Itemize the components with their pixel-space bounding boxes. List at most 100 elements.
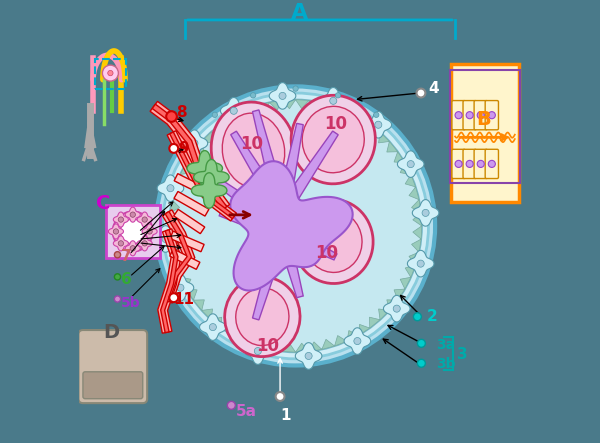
Polygon shape	[174, 210, 205, 233]
Text: 3: 3	[457, 347, 468, 362]
Text: 4: 4	[428, 81, 439, 96]
Polygon shape	[394, 152, 405, 163]
Ellipse shape	[222, 113, 285, 188]
Polygon shape	[219, 210, 275, 237]
Text: 10: 10	[256, 337, 279, 354]
FancyBboxPatch shape	[452, 149, 465, 179]
FancyBboxPatch shape	[474, 149, 487, 179]
Circle shape	[293, 86, 298, 91]
Polygon shape	[281, 218, 336, 237]
Polygon shape	[359, 117, 370, 128]
Polygon shape	[167, 131, 236, 221]
Text: C: C	[95, 194, 110, 213]
Circle shape	[375, 121, 382, 128]
Polygon shape	[170, 249, 200, 269]
Circle shape	[167, 185, 174, 192]
Polygon shape	[412, 239, 421, 252]
Text: A: A	[292, 3, 308, 23]
Circle shape	[275, 392, 284, 401]
Polygon shape	[253, 110, 289, 214]
FancyBboxPatch shape	[474, 101, 487, 130]
Polygon shape	[193, 141, 205, 152]
Polygon shape	[174, 174, 213, 198]
Polygon shape	[109, 224, 124, 239]
Circle shape	[162, 235, 169, 242]
Text: 7: 7	[121, 249, 131, 264]
Polygon shape	[365, 112, 392, 138]
Polygon shape	[150, 101, 230, 212]
Circle shape	[413, 313, 421, 321]
Circle shape	[305, 353, 312, 360]
Polygon shape	[137, 212, 152, 227]
Polygon shape	[186, 289, 197, 300]
Circle shape	[115, 274, 121, 280]
Circle shape	[169, 100, 422, 352]
Polygon shape	[187, 151, 223, 186]
Polygon shape	[221, 117, 232, 128]
Circle shape	[156, 86, 435, 365]
Polygon shape	[244, 335, 257, 346]
Polygon shape	[170, 239, 179, 252]
Polygon shape	[113, 212, 128, 227]
Polygon shape	[170, 132, 235, 219]
Text: 3a: 3a	[436, 338, 455, 352]
Circle shape	[142, 241, 148, 246]
Polygon shape	[335, 106, 347, 117]
Circle shape	[407, 160, 414, 167]
Circle shape	[163, 93, 428, 359]
Polygon shape	[407, 250, 434, 277]
Polygon shape	[412, 200, 439, 226]
Text: 1: 1	[280, 408, 290, 423]
Circle shape	[166, 111, 177, 122]
Circle shape	[108, 70, 113, 76]
Polygon shape	[383, 295, 410, 322]
Circle shape	[230, 107, 237, 114]
Polygon shape	[174, 191, 209, 216]
Polygon shape	[370, 124, 380, 135]
Circle shape	[279, 92, 286, 99]
Polygon shape	[202, 309, 212, 320]
Polygon shape	[180, 277, 191, 289]
FancyBboxPatch shape	[106, 205, 160, 258]
Circle shape	[115, 252, 121, 258]
Polygon shape	[169, 213, 178, 226]
Text: 3b: 3b	[436, 357, 456, 371]
Circle shape	[477, 112, 484, 119]
Polygon shape	[257, 339, 269, 350]
Polygon shape	[322, 102, 335, 113]
FancyBboxPatch shape	[452, 101, 465, 130]
Polygon shape	[167, 275, 194, 301]
Polygon shape	[181, 130, 208, 156]
FancyBboxPatch shape	[463, 149, 476, 179]
Ellipse shape	[304, 210, 362, 272]
Polygon shape	[202, 132, 212, 143]
Text: D: D	[104, 323, 120, 342]
Text: 9: 9	[178, 141, 189, 156]
Circle shape	[250, 93, 256, 98]
Polygon shape	[394, 289, 405, 300]
Circle shape	[169, 293, 178, 302]
Polygon shape	[280, 225, 337, 260]
Polygon shape	[169, 226, 178, 239]
Polygon shape	[186, 152, 197, 163]
Polygon shape	[158, 229, 181, 333]
Polygon shape	[157, 175, 184, 202]
Polygon shape	[161, 230, 178, 333]
Polygon shape	[400, 277, 411, 289]
Circle shape	[422, 210, 429, 217]
Polygon shape	[137, 236, 152, 251]
Polygon shape	[220, 97, 247, 124]
Polygon shape	[175, 175, 186, 187]
FancyBboxPatch shape	[83, 372, 143, 399]
Polygon shape	[409, 252, 419, 265]
Polygon shape	[165, 211, 191, 302]
Circle shape	[115, 296, 121, 302]
Polygon shape	[221, 324, 232, 335]
Polygon shape	[387, 141, 398, 152]
Text: 11: 11	[174, 291, 195, 307]
Circle shape	[466, 160, 473, 167]
Polygon shape	[412, 200, 421, 213]
Polygon shape	[113, 236, 128, 251]
Polygon shape	[320, 88, 347, 114]
Polygon shape	[276, 124, 303, 214]
